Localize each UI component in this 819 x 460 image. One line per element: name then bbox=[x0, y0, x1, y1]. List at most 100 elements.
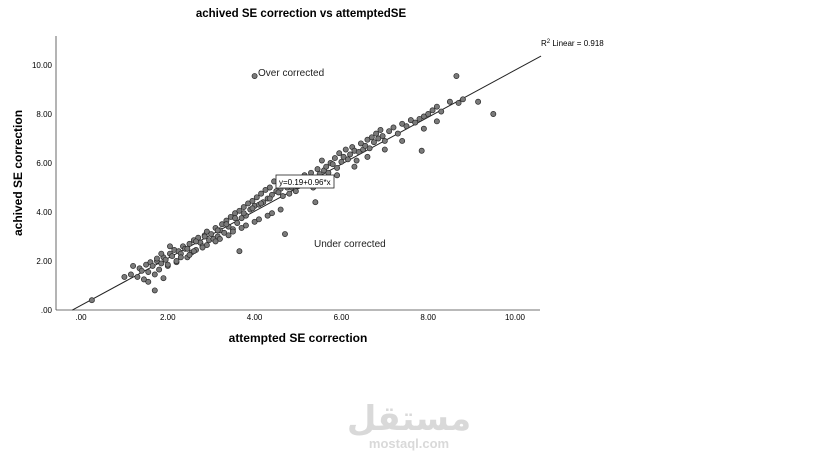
scatter-point bbox=[292, 188, 299, 195]
scatter-point bbox=[353, 157, 360, 164]
scatter-point bbox=[269, 210, 275, 217]
scatter-point bbox=[429, 107, 436, 114]
scatter-point bbox=[156, 266, 163, 273]
scatter-point bbox=[158, 250, 165, 257]
scatter-point bbox=[145, 269, 152, 275]
scatter-point bbox=[282, 231, 288, 237]
scatter-point bbox=[151, 271, 158, 278]
scatter-point bbox=[186, 251, 193, 258]
scatter-point bbox=[130, 262, 137, 269]
scatter-point bbox=[264, 212, 271, 219]
scatter-point bbox=[169, 253, 176, 260]
scatter-point bbox=[277, 206, 284, 213]
scatter-point bbox=[438, 108, 445, 115]
scatter-point bbox=[394, 130, 401, 137]
scatter-point bbox=[223, 221, 230, 228]
fit-equation-label: y=0.19+0.96*x bbox=[279, 178, 331, 187]
scatter-point bbox=[177, 254, 184, 261]
scatter-point bbox=[453, 73, 460, 79]
scatter-point bbox=[336, 150, 343, 157]
scatter-point bbox=[199, 244, 206, 251]
scatter-point bbox=[425, 111, 432, 117]
scatter-point bbox=[229, 228, 236, 235]
scatter-point bbox=[149, 262, 156, 269]
scatter-point bbox=[407, 117, 414, 124]
watermark-latin: mostaql.com bbox=[369, 436, 449, 451]
scatter-point bbox=[190, 248, 197, 255]
r2-prefix: R bbox=[541, 39, 547, 48]
scatter-point bbox=[362, 142, 369, 149]
scatter-point bbox=[151, 287, 158, 294]
scatter-point bbox=[121, 273, 128, 280]
y-tick-label: 10.00 bbox=[32, 61, 53, 70]
scatter-point bbox=[368, 134, 375, 141]
scatter-point bbox=[266, 195, 273, 202]
scatter-point bbox=[173, 258, 180, 264]
scatter-point bbox=[379, 133, 386, 139]
scatter-point bbox=[318, 157, 325, 164]
scatter-point bbox=[403, 123, 410, 130]
scatter-point bbox=[162, 256, 169, 263]
scatter-point bbox=[433, 118, 440, 125]
scatter-point bbox=[251, 218, 258, 225]
scatter-point bbox=[446, 98, 453, 105]
scatter-point bbox=[334, 172, 341, 179]
scatter-point bbox=[203, 228, 210, 235]
scatter-point bbox=[240, 210, 247, 217]
scatter-point bbox=[377, 126, 384, 133]
scatter-point bbox=[203, 242, 210, 249]
scatter-point bbox=[140, 276, 147, 283]
scatter-point bbox=[371, 139, 377, 146]
scatter-point bbox=[262, 186, 269, 193]
under-corrected-annotation: Under corrected bbox=[314, 239, 386, 250]
scatter-point bbox=[145, 278, 152, 285]
scatter-point bbox=[381, 146, 388, 153]
scatter-point bbox=[184, 245, 191, 252]
scatter-point bbox=[364, 136, 371, 143]
scatter-point bbox=[134, 273, 141, 280]
scatter-point bbox=[245, 200, 252, 207]
scatter-point bbox=[347, 151, 354, 158]
watermark: مستقل mostaql.com bbox=[347, 400, 471, 451]
scatter-point bbox=[323, 163, 330, 170]
scatter-point bbox=[164, 261, 171, 268]
scatter-point bbox=[331, 155, 338, 162]
scatter-point bbox=[153, 255, 160, 262]
scatter-point bbox=[418, 147, 425, 154]
y-tick-label: .00 bbox=[41, 306, 53, 315]
scatter-point bbox=[249, 198, 256, 204]
svg-text:R2 Linear = 0.918: R2 Linear = 0.918 bbox=[541, 39, 604, 48]
x-tick-label: 4.00 bbox=[247, 313, 263, 322]
x-axis-label: attempted SE correction bbox=[229, 331, 368, 345]
y-tick-label: 8.00 bbox=[36, 110, 52, 119]
scatter-point bbox=[364, 153, 371, 160]
r2-superscript: 2 bbox=[547, 39, 551, 45]
scatter-point bbox=[236, 248, 243, 255]
scatter-point bbox=[420, 113, 427, 120]
scatter-point bbox=[255, 216, 262, 223]
scatter-point bbox=[201, 233, 208, 240]
scatter-point bbox=[186, 240, 193, 247]
scatter-point bbox=[355, 149, 362, 155]
r2-suffix: Linear = 0.918 bbox=[550, 39, 604, 48]
scatter-point bbox=[416, 115, 423, 122]
scatter-point bbox=[314, 166, 321, 173]
scatter-point bbox=[375, 135, 382, 142]
scatter-point bbox=[366, 145, 373, 152]
scatter-point bbox=[193, 238, 199, 245]
scatter-point bbox=[342, 146, 349, 153]
scatter-point bbox=[251, 73, 258, 79]
scatter-point bbox=[399, 137, 406, 144]
scatter-point bbox=[312, 199, 319, 206]
x-tick-label: 8.00 bbox=[420, 313, 436, 322]
scatter-point bbox=[208, 231, 215, 237]
scatter-point bbox=[238, 224, 245, 231]
scatter-point bbox=[344, 156, 351, 163]
scatter-point bbox=[143, 261, 150, 268]
scatter-point bbox=[490, 111, 497, 117]
scatter-point bbox=[340, 153, 347, 160]
scatter-point bbox=[249, 205, 256, 212]
scatter-point bbox=[373, 130, 380, 137]
scatter-point bbox=[412, 119, 419, 126]
